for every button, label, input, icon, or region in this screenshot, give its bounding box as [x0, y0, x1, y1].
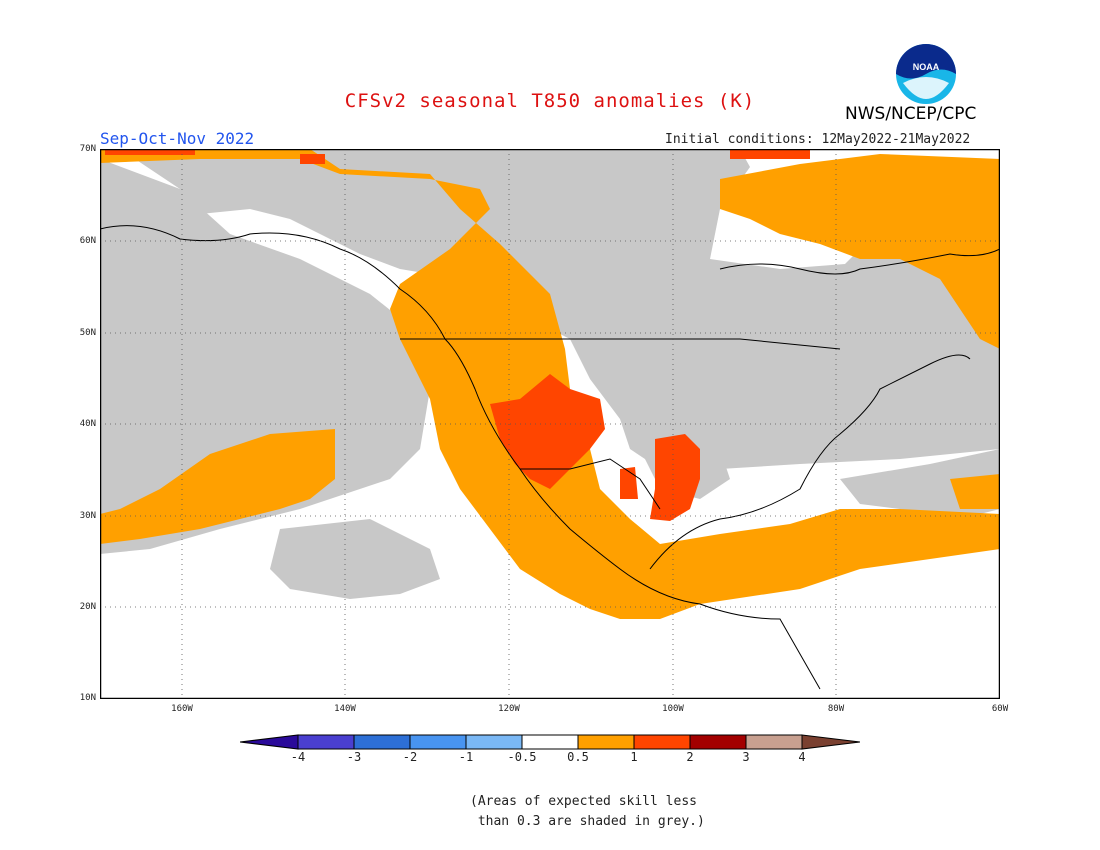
lon-label-100w: 100W	[662, 704, 684, 714]
noaa-logo-icon: NOAA	[895, 43, 957, 105]
lat-label-70n: 70N	[79, 144, 96, 154]
lat-lon-grid	[100, 149, 1000, 699]
lon-label-160w: 160W	[171, 704, 193, 714]
agency-label: NWS/NCEP/CPC	[845, 104, 977, 124]
lat-label-50n: 50N	[79, 328, 96, 338]
lat-label-60n: 60N	[79, 236, 96, 246]
colorbar-arrow-left	[239, 734, 299, 750]
anomaly-red	[105, 149, 810, 521]
colorbar-tick: -4	[290, 750, 306, 764]
season-label: Sep-Oct-Nov 2022	[100, 129, 255, 148]
initial-conditions-label: Initial conditions: 12May2022-21May2022	[665, 132, 971, 147]
map-frame	[99, 148, 1001, 700]
colorbar-tick: -2	[402, 750, 418, 764]
skill-note: (Areas of expected skill less than 0.3 a…	[470, 794, 705, 829]
colorbar-tick: -0.5	[507, 750, 537, 764]
colorbar-tick: 3	[742, 750, 750, 764]
colorbar-tick: 2	[686, 750, 694, 764]
logo-text: NOAA	[913, 62, 940, 72]
colorbar-tick: 1	[630, 750, 638, 764]
lat-label-30n: 30N	[79, 511, 96, 521]
colorbar-arrow-right	[801, 734, 861, 750]
map-title: CFSv2 seasonal T850 anomalies (K)	[344, 90, 756, 112]
colorbar	[239, 734, 861, 754]
lon-label-120w: 120W	[498, 704, 520, 714]
lon-label-60w: 60W	[991, 704, 1009, 714]
lat-label-20n: 20N	[79, 602, 96, 612]
colorbar-tick: 0.5	[567, 750, 589, 764]
colorbar-tick: 4	[798, 750, 806, 764]
lon-label-140w: 140W	[334, 704, 356, 714]
colorbar-tick: -1	[458, 750, 474, 764]
lat-label-40n: 40N	[79, 419, 96, 429]
lat-label-10n: 10N	[79, 693, 96, 703]
coastlines	[99, 225, 1001, 690]
anomaly-map	[99, 148, 1001, 700]
colorbar-tick: -3	[346, 750, 362, 764]
lon-label-80w: 80W	[827, 704, 845, 714]
